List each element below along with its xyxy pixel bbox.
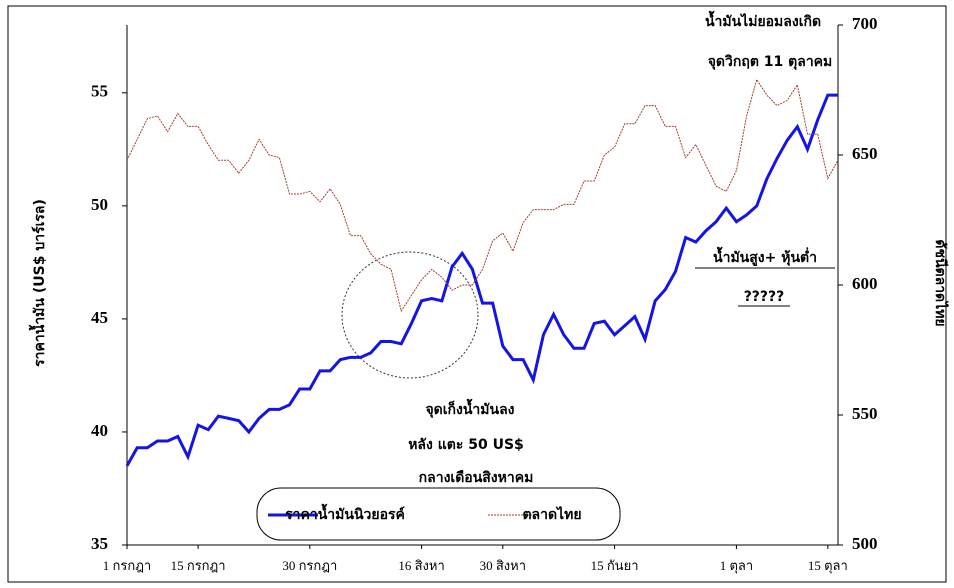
x-tick-label: 15 กันยา — [591, 558, 639, 573]
legend-label: ตลาดไทย — [522, 505, 581, 523]
x-tick-label: 1 ตุลา — [720, 558, 753, 574]
x-tick-label: 30 กรกฎา — [282, 558, 337, 573]
y2-tick-label: 700 — [852, 14, 878, 33]
annotation: ????? — [744, 289, 785, 305]
y-axis-title: ราคาน้ำมัน (US$ บาร์เรล) — [28, 199, 48, 367]
highlight-circle — [341, 251, 479, 379]
annotation: จุดวิกฤต 11 ตุลาคม — [708, 54, 833, 70]
y-tick-label: 50 — [91, 195, 108, 214]
x-tick-label: 15 กรกฎา — [171, 558, 226, 573]
annotation: น้ำมันไม่ยอมลงเกิด — [705, 10, 821, 30]
y2-tick-label: 500 — [852, 534, 878, 553]
annotation: น้ำมันสูง+ หุ้นต่ำ — [713, 246, 817, 266]
y2-axis-title: ดัชนีตลาดไทย — [932, 239, 950, 326]
y2-tick-label: 550 — [852, 404, 878, 423]
y-tick-label: 55 — [91, 82, 108, 101]
y-tick-label: 45 — [91, 308, 108, 327]
y-tick-label: 35 — [91, 534, 108, 553]
x-tick-label: 1 กรกฎา — [103, 558, 152, 573]
x-tick-label: 15 ตุลา — [808, 558, 848, 574]
annotation: หลัง แตะ 50 US$ — [408, 437, 524, 453]
y-tick-label: 40 — [91, 421, 108, 440]
series-line — [126, 78, 839, 313]
frame — [7, 5, 947, 583]
x-tick-label: 30 สิงหา — [480, 558, 526, 573]
y2-tick-label: 600 — [852, 274, 878, 293]
annotation: กลางเดือนสิงหาคม — [419, 470, 534, 486]
x-tick-label: 16 สิงหา — [398, 558, 444, 573]
legend-label: ราคาน้ำมันนิวยอรค์ — [285, 503, 405, 523]
series-line — [125, 93, 838, 467]
annotation: จุดเก็งน้ำมันลง — [425, 398, 514, 418]
legend-box — [256, 487, 621, 541]
y2-tick-label: 650 — [852, 144, 878, 163]
